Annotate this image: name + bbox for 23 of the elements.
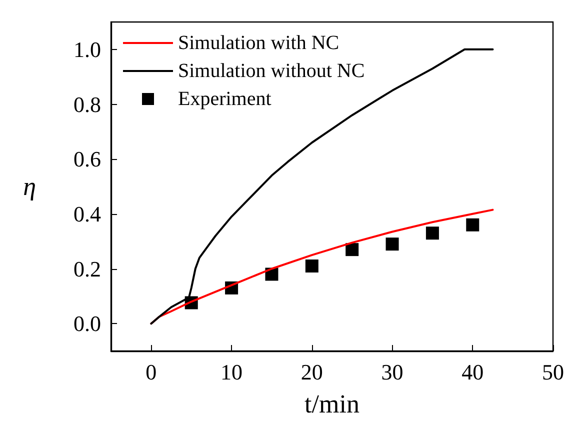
legend-label: Simulation without NC xyxy=(178,60,365,82)
point xyxy=(305,260,318,273)
legend-label: Simulation with NC xyxy=(178,32,340,54)
y-tick-label: 0.6 xyxy=(74,146,101,172)
point xyxy=(466,218,480,232)
x-tick-label: 40 xyxy=(462,360,484,384)
y-tick-label: 0.0 xyxy=(74,311,101,336)
point xyxy=(426,226,439,240)
x-axis-title: t/min xyxy=(304,390,360,418)
y-axis-title: η xyxy=(23,172,36,201)
y-tick-label: 1.0 xyxy=(74,36,101,62)
line-series xyxy=(150,48,494,325)
legend-label: Experiment xyxy=(178,88,272,110)
x-tick-label: 10 xyxy=(220,360,243,384)
y-tick-label: 0.8 xyxy=(74,92,101,117)
x-tick-label: 20 xyxy=(300,360,323,384)
x-tick-label: 0 xyxy=(146,360,157,384)
y-tick-label: 0.2 xyxy=(74,256,101,282)
x-tick-label: 50 xyxy=(542,360,564,384)
y-tick-label: 0.4 xyxy=(74,201,101,226)
point xyxy=(346,243,359,256)
x-tick-label: 30 xyxy=(381,360,404,384)
point xyxy=(386,238,399,251)
